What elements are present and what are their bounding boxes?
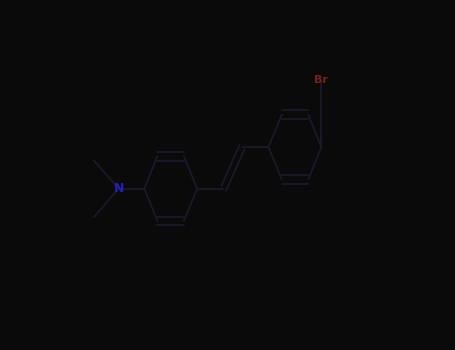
Text: Br: Br <box>314 75 328 85</box>
Text: N: N <box>113 182 124 195</box>
